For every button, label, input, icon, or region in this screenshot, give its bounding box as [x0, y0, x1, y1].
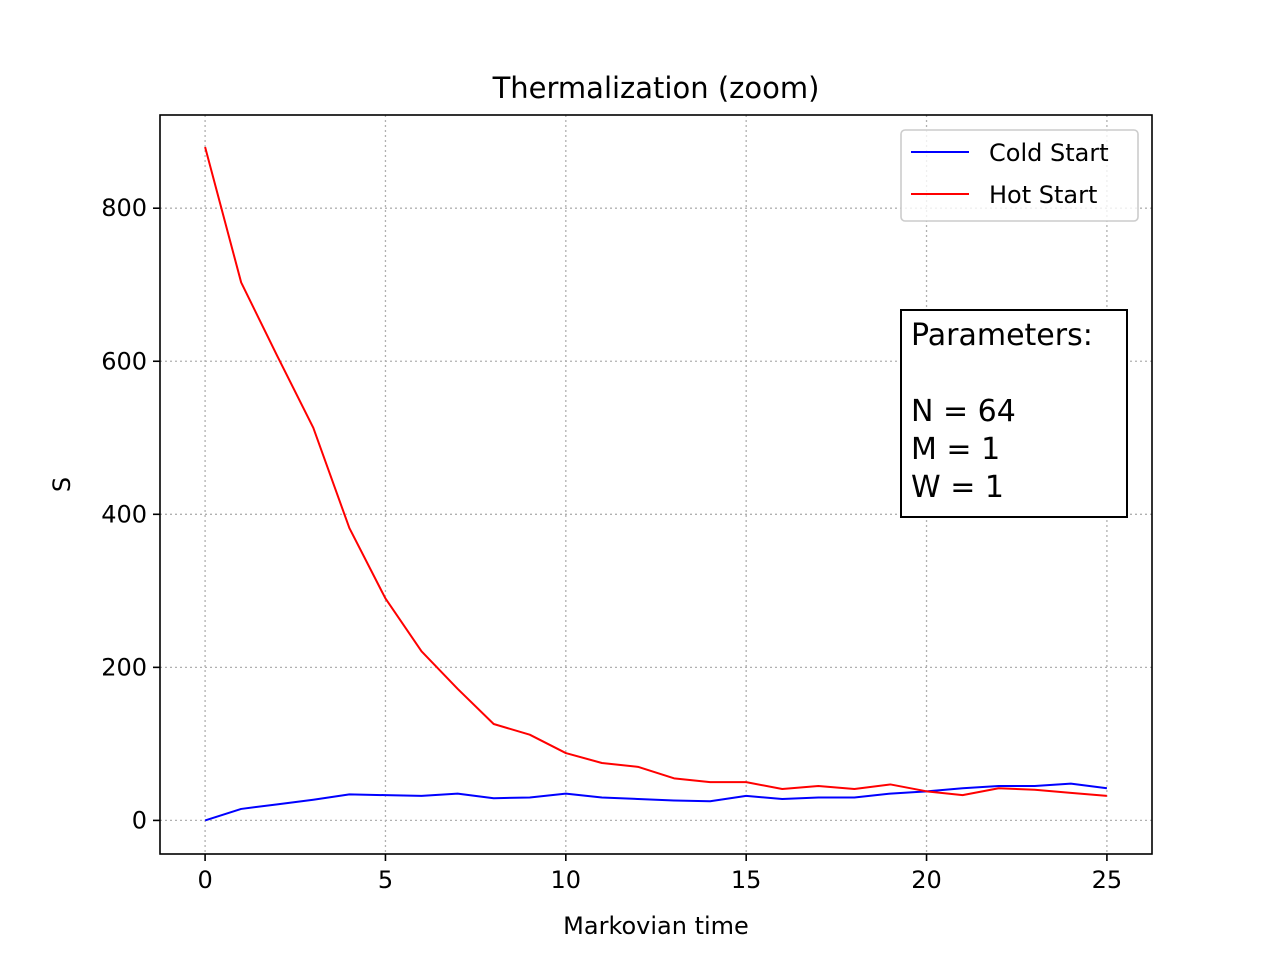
parameters-box: [900, 309, 1128, 518]
x-tick-label: 20: [911, 866, 942, 894]
y-tick-label: 200: [101, 653, 147, 681]
x-tick-label: 25: [1092, 866, 1123, 894]
chart-title: Thermalization (zoom): [492, 71, 820, 105]
y-tick-label: 400: [101, 500, 147, 528]
parameter-n: N = 64: [911, 394, 1016, 429]
series-line-cold-start: [204, 782, 1108, 822]
y-tick-label: 600: [101, 347, 147, 375]
series-layer: [204, 146, 1108, 822]
y-tick-label: 800: [101, 194, 147, 222]
x-tick-label: 0: [197, 866, 212, 894]
parameters-heading: Parameters:: [911, 318, 1093, 353]
legend: Cold Start Hot Start: [900, 129, 1139, 222]
x-tick-label: 10: [551, 866, 582, 894]
x-tick-label: 15: [731, 866, 762, 894]
parameters-annotation: Parameters: N = 64 M = 1 W = 1: [900, 309, 1128, 518]
series-line-hot-start: [204, 146, 1107, 797]
plot-frame: [159, 114, 1153, 855]
y-tick-label: 0: [132, 806, 147, 834]
parameter-w: W = 1: [911, 470, 1004, 505]
x-axis-label: Markovian time: [563, 912, 749, 940]
y-axis-label: S: [48, 477, 76, 492]
legend-label-hot-start: Hot Start: [989, 181, 1097, 209]
parameter-m: M = 1: [911, 432, 1000, 467]
y-ticks: 0 200 400 600 800: [101, 194, 160, 834]
x-tick-label: 5: [378, 866, 393, 894]
x-ticks: 0 5 10 15 20 25: [197, 854, 1122, 894]
legend-label-cold-start: Cold Start: [989, 139, 1109, 167]
